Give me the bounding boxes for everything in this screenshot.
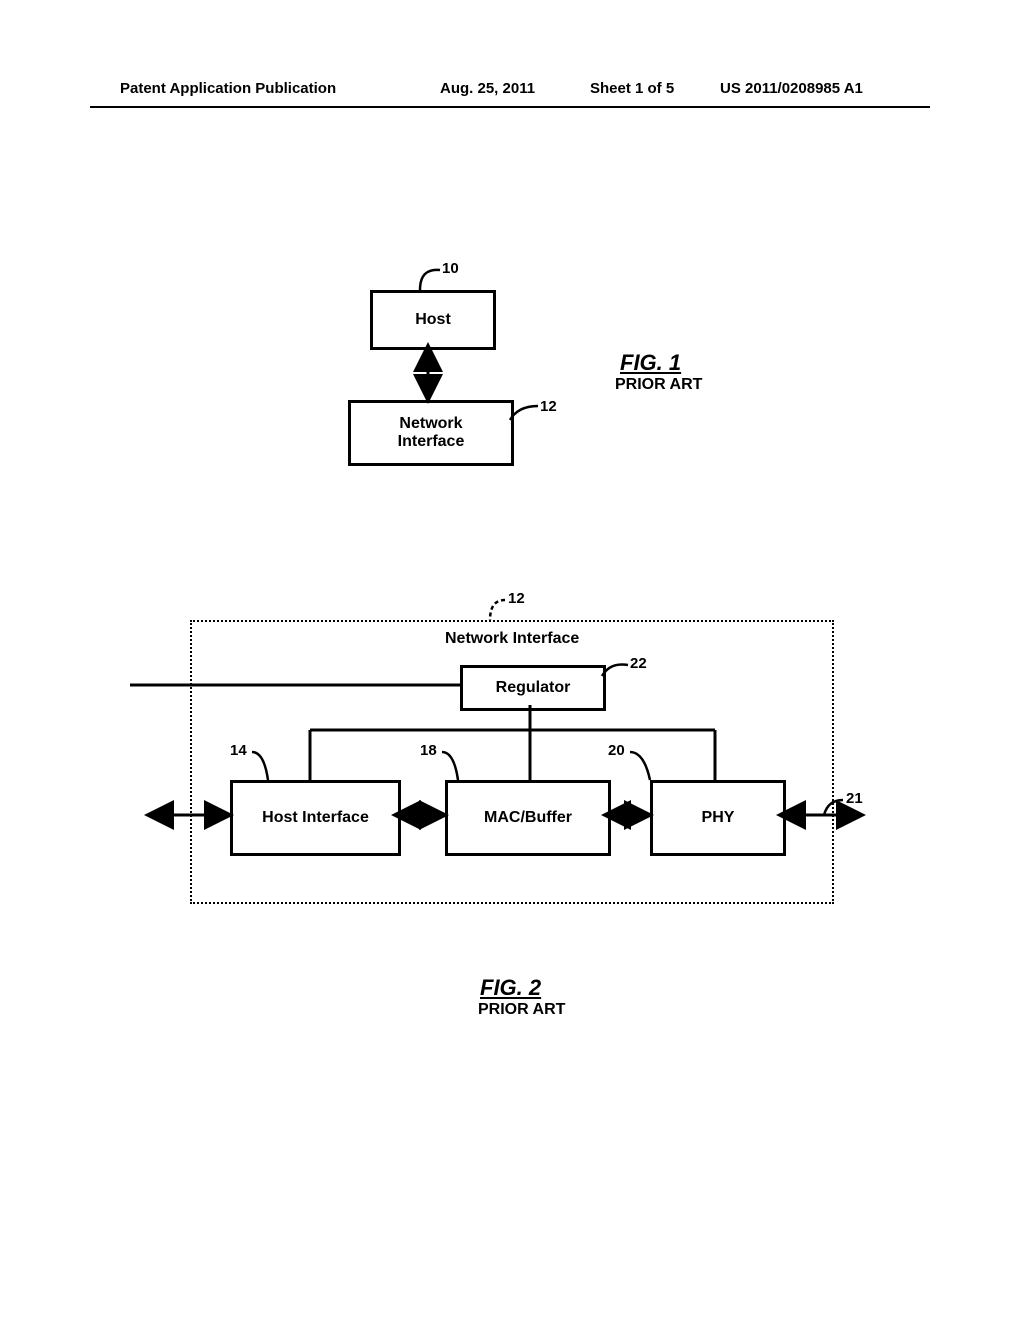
- fig2-host-interface-label: Host Interface: [262, 809, 369, 827]
- fig1-title: FIG. 1: [620, 350, 681, 376]
- fig1-ni-label: Network Interface: [398, 415, 465, 451]
- fig1-ni-box: Network Interface: [348, 400, 514, 466]
- fig1-ni-line1: Network: [399, 415, 462, 432]
- fig2-ref-14: 14: [230, 742, 247, 759]
- fig2-title: FIG. 2: [480, 975, 541, 1001]
- fig2-regulator-label: Regulator: [496, 679, 571, 697]
- fig2-ref-18: 18: [420, 742, 437, 759]
- fig2-mac-label: MAC/Buffer: [484, 809, 572, 827]
- fig1-host-box: Host: [370, 290, 496, 350]
- fig1-host-label: Host: [415, 311, 451, 329]
- fig2-ref-12: 12: [508, 590, 525, 607]
- fig2-regulator-box: Regulator: [460, 665, 606, 711]
- fig2-phy-label: PHY: [702, 809, 735, 827]
- header-sheet: Sheet 1 of 5: [590, 80, 674, 97]
- header-pub: Patent Application Publication: [120, 80, 336, 97]
- header-date: Aug. 25, 2011: [440, 80, 535, 97]
- fig2-ref-22: 22: [630, 655, 647, 672]
- fig1-ref-10: 10: [442, 260, 459, 277]
- fig1-ref-12: 12: [540, 398, 557, 415]
- fig1-subtitle: PRIOR ART: [615, 376, 702, 394]
- header-docnum: US 2011/0208985 A1: [720, 80, 863, 97]
- fig1-ni-line2: Interface: [398, 433, 465, 450]
- fig2-mac-buffer-box: MAC/Buffer: [445, 780, 611, 856]
- fig2-subtitle: PRIOR ART: [478, 1001, 565, 1019]
- fig2-dashed-container: [190, 620, 834, 904]
- fig2-phy-box: PHY: [650, 780, 786, 856]
- header-rule: [90, 106, 930, 108]
- fig2-ref-20: 20: [608, 742, 625, 759]
- fig2-ref-21: 21: [846, 790, 863, 807]
- fig2-ni-title: Network Interface: [445, 630, 579, 648]
- fig2-host-interface-box: Host Interface: [230, 780, 401, 856]
